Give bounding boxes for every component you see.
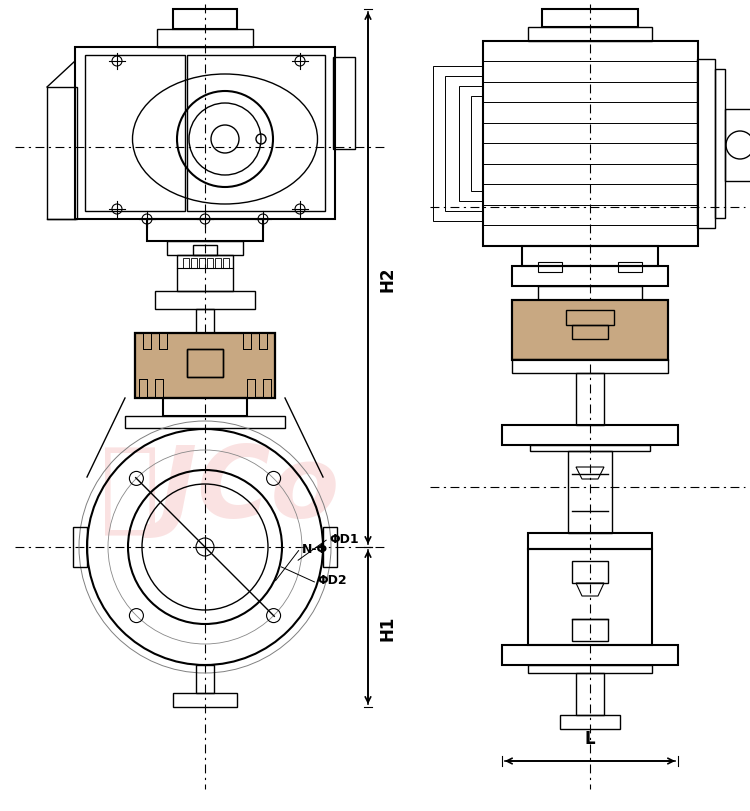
Text: L: L — [585, 729, 596, 747]
Polygon shape — [155, 380, 163, 398]
Text: ΦD2: ΦD2 — [317, 573, 347, 586]
Polygon shape — [243, 333, 251, 350]
Polygon shape — [187, 350, 223, 378]
Polygon shape — [247, 380, 255, 398]
Polygon shape — [512, 301, 668, 361]
Text: N-Φ: N-Φ — [302, 543, 328, 556]
Polygon shape — [143, 333, 151, 350]
Text: 上JCo: 上JCo — [100, 441, 340, 538]
Polygon shape — [259, 333, 267, 350]
Text: H2: H2 — [378, 266, 396, 291]
Text: ΦD1: ΦD1 — [329, 532, 358, 545]
Polygon shape — [159, 333, 167, 350]
Polygon shape — [135, 333, 275, 398]
Polygon shape — [139, 380, 147, 398]
Text: H1: H1 — [378, 615, 396, 640]
Polygon shape — [263, 380, 271, 398]
